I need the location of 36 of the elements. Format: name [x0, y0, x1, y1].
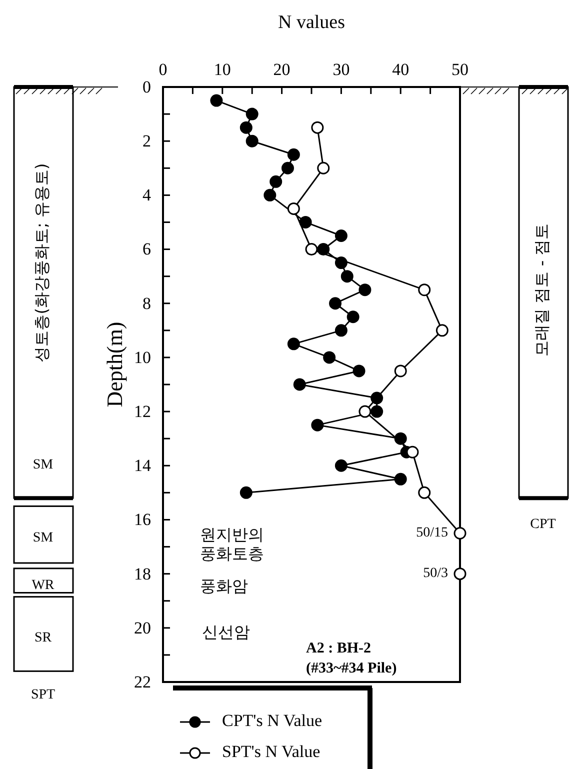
y-tick-label: 20	[134, 618, 151, 638]
text: CPT	[530, 517, 556, 532]
y-tick-label: 2	[142, 132, 151, 151]
legend-label: SPT's N Value	[222, 742, 320, 761]
annotation: 원지반의 풍화토층	[200, 525, 264, 564]
y-tick-label: 18	[134, 564, 151, 584]
text: 모래질 점토 - 점토	[532, 223, 552, 356]
annotation: A2 : BH-2 (#33~#34 Pile)	[306, 640, 397, 677]
x-tick-label: 30	[332, 60, 350, 79]
y-tick-label: 14	[134, 456, 152, 476]
text: SR	[34, 630, 52, 646]
x-tick-label: 10	[214, 60, 231, 79]
data-label: 50/3	[423, 566, 448, 582]
y-tick-label: 12	[134, 402, 151, 421]
text: 성토층(화강풍화토; 유용토)	[32, 163, 52, 362]
text: SM	[32, 458, 54, 473]
y-axis-title: Depth(m)	[102, 322, 127, 408]
text: WR	[32, 578, 55, 594]
y-tick-label: 0	[142, 77, 151, 96]
x-tick-label: 50	[452, 60, 468, 79]
y-tick-label: 16	[134, 510, 151, 530]
y-tick-label: 8	[142, 294, 151, 313]
annotation: 신선암	[202, 622, 250, 642]
annotation: 풍화암	[200, 576, 248, 596]
x-tick-label: 0	[158, 60, 168, 79]
text: SPT	[30, 688, 56, 703]
x-tick-label: 40	[392, 60, 410, 79]
data-label: 50/15	[416, 525, 448, 540]
y-tick-label: 22	[134, 672, 151, 692]
legend-label: CPT's N Value	[222, 710, 322, 730]
y-tick-label: 10	[134, 348, 151, 367]
y-tick-label: 6	[142, 240, 151, 259]
text: SM	[32, 530, 54, 546]
x-axis-title: N values	[278, 12, 346, 33]
x-tick-label: 20	[273, 60, 290, 79]
y-tick-label: 4	[142, 186, 152, 205]
